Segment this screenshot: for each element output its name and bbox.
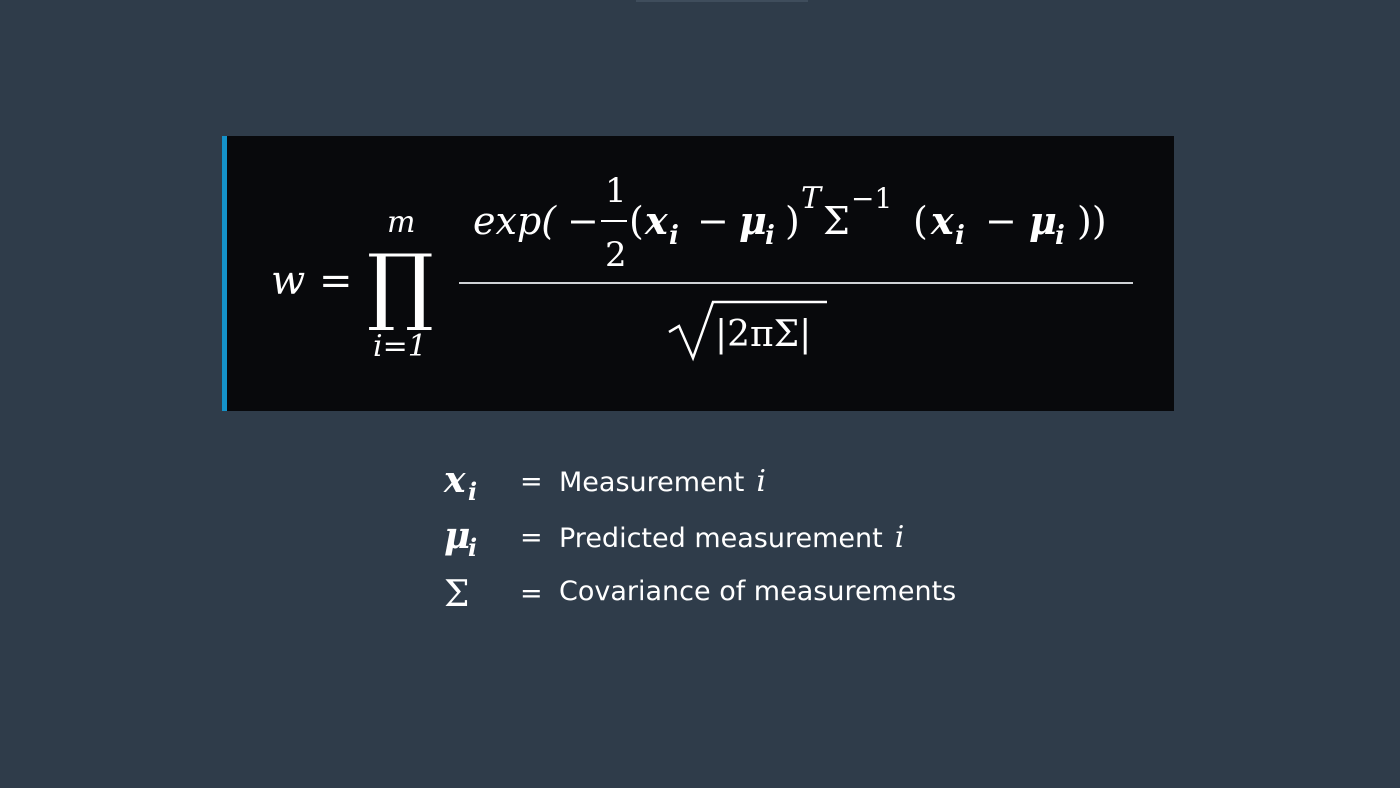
x-var: x <box>644 198 669 243</box>
exp-function: exp( <box>473 199 557 243</box>
legend-item-measurement: x i = Measurement i <box>442 458 1002 514</box>
weight-equation: w = m ∏ i=1 exp( − 1 2 ( x i − μ i ) T Σ… <box>271 171 1133 364</box>
fraction-denominator: 2 <box>605 235 627 275</box>
legend-symbol-x: x i <box>443 459 477 506</box>
determinant-expression: |2πΣ| <box>715 314 811 355</box>
x-subscript-2: i <box>955 221 965 251</box>
radical-sign <box>668 300 827 362</box>
variable-legend: x i = Measurement i μ i = Predicted measu… <box>442 458 1002 626</box>
svg-text:μ: μ <box>444 515 470 557</box>
mu-subscript-2: i <box>1055 221 1065 251</box>
sigma-symbol: Σ <box>823 199 850 243</box>
mu-var-2: μ <box>1029 198 1057 243</box>
legend-equals: = <box>520 522 543 553</box>
minus-sign-2: − <box>697 199 729 243</box>
legend-description: Covariance of measurements <box>559 576 957 607</box>
mu-subscript: i <box>765 221 775 251</box>
legend-equals: = <box>520 466 543 497</box>
legend-equals: = <box>520 578 543 609</box>
product-symbol: ∏ <box>367 236 434 334</box>
svg-text:Σ: Σ <box>444 574 469 615</box>
product-lower-limit: i=1 <box>373 329 427 364</box>
svg-text:x: x <box>443 459 466 501</box>
equation-box: w = m ∏ i=1 exp( − 1 2 ( x i − μ i ) T Σ… <box>222 136 1174 411</box>
open-paren: ( <box>629 199 644 243</box>
legend-symbol-sigma: Σ <box>444 574 469 615</box>
legend-var: i <box>894 520 905 555</box>
product-upper-limit: m <box>387 205 415 240</box>
svg-text:i: i <box>468 477 477 506</box>
x-subscript: i <box>669 221 679 251</box>
close-parens: )) <box>1077 199 1107 243</box>
legend-var: i <box>756 464 766 499</box>
weight-var: w <box>271 258 305 304</box>
legend-item-predicted: μ i = Predicted measurement i <box>442 514 1002 570</box>
mu-var: μ <box>739 198 767 243</box>
close-paren: ) <box>785 199 800 243</box>
legend-symbol-mu: μ i <box>444 515 477 562</box>
legend-description: Measurement i <box>559 464 766 499</box>
open-paren-2: ( <box>913 199 928 243</box>
minus-sign: − <box>567 199 599 243</box>
x-var-2: x <box>930 198 955 243</box>
legend-item-covariance: Σ = Covariance of measurements <box>442 570 1002 626</box>
transpose-superscript: T <box>801 181 823 216</box>
top-divider <box>636 0 808 2</box>
svg-text:i: i <box>468 533 477 562</box>
fraction-numerator: 1 <box>605 171 627 211</box>
inverse-superscript: −1 <box>851 182 892 215</box>
minus-sign-3: − <box>985 199 1017 243</box>
equals-sign: = <box>319 258 353 304</box>
legend-description: Predicted measurement i <box>559 520 905 555</box>
